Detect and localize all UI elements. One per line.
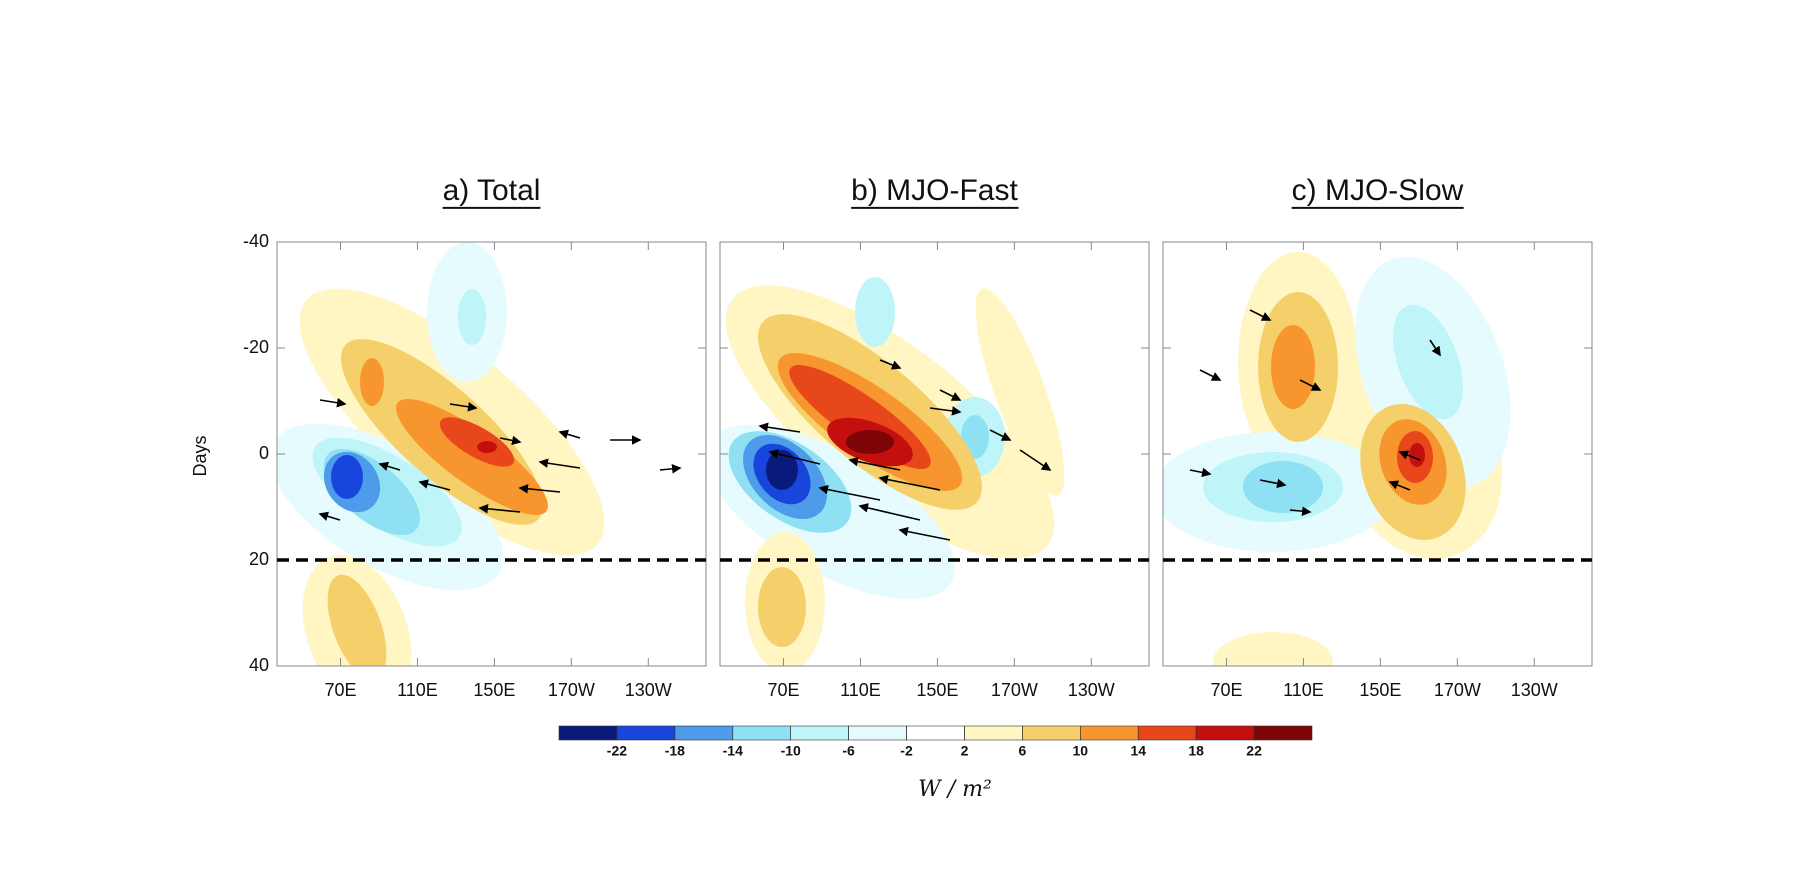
x-tick-label: 70E [324, 680, 356, 700]
x-tick-label: 170W [1434, 680, 1481, 700]
colorbar-label: W / m² [918, 777, 992, 802]
x-tick-label: 150E [916, 680, 958, 700]
contour-field [1163, 252, 1511, 666]
colorbar-tick-label: 6 [1018, 743, 1026, 759]
axes: a) Total -40 -20 0 20 40 70E 110E 150E 170W 130W b)… [243, 174, 1593, 700]
colorbar-box [848, 725, 907, 741]
x-tick-label: 150E [473, 680, 515, 700]
y-tick-label: -40 [243, 231, 269, 251]
contour-field [720, 277, 1065, 666]
panel-title: b) MJO-Fast [851, 174, 1018, 207]
colorbar-box [1195, 725, 1255, 741]
x-tick-label: 110E [1283, 680, 1324, 700]
x-tick-label: 170W [991, 680, 1038, 700]
colorbar-tick-label: -10 [781, 743, 801, 759]
x-tick-label: 110E [397, 680, 438, 700]
x-tick-label: 150E [1359, 680, 1401, 700]
colorbar-tick-label: 18 [1188, 743, 1204, 759]
y-tick-label: 40 [249, 655, 269, 675]
x-tick-label: 130W [1068, 680, 1115, 700]
y-tick-label: 20 [249, 549, 269, 569]
colorbar-tick-label: 10 [1073, 743, 1089, 759]
colorbar-box [558, 725, 618, 741]
contour-field [277, 242, 605, 666]
colorbar-tick-label: 14 [1130, 743, 1146, 759]
colorbar-box [1137, 725, 1197, 741]
y-axis-label: Days [190, 435, 210, 476]
colorbar-box [1080, 725, 1139, 741]
colorbar-tick-label: 22 [1246, 743, 1262, 759]
x-tick-label: 70E [1210, 680, 1242, 700]
colorbar-tick-label: -2 [900, 743, 913, 759]
colorbar-box [1022, 725, 1081, 741]
colorbar-box [1253, 725, 1313, 741]
colorbar-box [616, 725, 676, 741]
y-tick-label: 0 [259, 443, 269, 463]
colorbar-box [732, 725, 791, 741]
x-tick-label: 130W [625, 680, 672, 700]
colorbar: -22 -18 -14 -10 -6 -2 2 6 10 14 18 22 [558, 725, 1313, 759]
colorbar-tick-label: 2 [961, 743, 969, 759]
x-tick-label: 110E [840, 680, 881, 700]
wind-arrows [318, 309, 1441, 541]
colorbar-tick-label: -18 [665, 743, 685, 759]
x-tick-label: 130W [1511, 680, 1558, 700]
colorbar-tick-label: -6 [842, 743, 855, 759]
colorbar-tick-label: -22 [607, 743, 627, 759]
y-tick-label: -20 [243, 337, 269, 357]
panel-title: c) MJO-Slow [1292, 174, 1464, 207]
x-tick-label: 170W [548, 680, 595, 700]
colorbar-box [906, 725, 965, 741]
colorbar-box [790, 725, 849, 741]
colorbar-box [964, 725, 1023, 741]
panel-title: a) Total [443, 174, 541, 207]
colorbar-tick-label: -14 [723, 743, 743, 759]
x-tick-label: 70E [767, 680, 799, 700]
colorbar-box [674, 725, 734, 741]
